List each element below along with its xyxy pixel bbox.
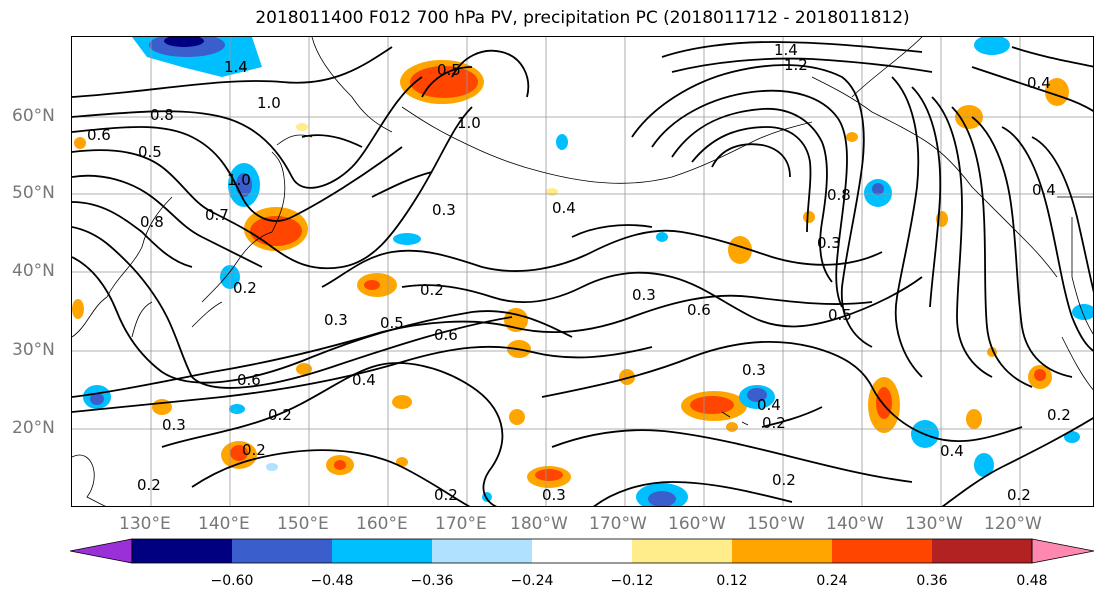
lat-label-50n: 50°N — [12, 183, 55, 203]
lon-label-150e: 150°E — [277, 514, 329, 534]
lon-label-170w: 170°W — [589, 514, 647, 534]
colorbar-segment — [632, 539, 732, 563]
colorbar-tick-label: −0.36 — [410, 573, 454, 589]
contour-label: 0.2 — [137, 476, 161, 494]
contour-label: 0.8 — [140, 213, 164, 231]
contour-label: 0.5 — [138, 143, 162, 161]
contour-label: 0.3 — [817, 234, 841, 252]
lon-label-130w: 130°W — [905, 514, 963, 534]
contour-label: 0.7 — [205, 206, 229, 224]
colorbar-tick-label: −0.60 — [210, 573, 254, 589]
contour-label: 1.2 — [784, 56, 808, 74]
contour-labels: 1.41.00.80.60.51.00.70.80.20.3 0.50.60.20… — [87, 41, 1071, 504]
lat-label-40n: 40°N — [12, 261, 55, 281]
map-canvas: 1.41.00.80.60.51.00.70.80.20.3 0.50.60.20… — [72, 37, 1093, 506]
lat-label-30n: 30°N — [12, 340, 55, 360]
contour-label: 0.3 — [742, 361, 766, 379]
contour-label: 0.8 — [150, 106, 174, 124]
contour-label: 0.2 — [772, 471, 796, 489]
contour-label: 0.4 — [757, 396, 781, 414]
contour-label: 1.4 — [224, 58, 248, 76]
contour-label: 0.4 — [1032, 181, 1056, 199]
colorbar-tick-label: 0.48 — [1016, 573, 1048, 589]
contour-label: 0.3 — [324, 311, 348, 329]
contour-label: 1.4 — [774, 41, 798, 59]
contour-label: 0.6 — [237, 371, 261, 389]
map-panel: 1.4 1.0 0.8 0.6 0.5 1.0 0.7 0.8 0.2 0.3 0.5 0.6 0.2 0… — [71, 36, 1094, 507]
contour-label: 1.0 — [457, 114, 481, 132]
lon-label-140w: 140°W — [826, 514, 884, 534]
contour-label: 0.3 — [162, 416, 186, 434]
contour-label: 0.8 — [827, 186, 851, 204]
contour-label: 0.4 — [352, 371, 376, 389]
colorbar-segment — [532, 539, 632, 563]
lat-label-20n: 20°N — [12, 418, 55, 438]
lat-label-60n: 60°N — [12, 106, 55, 126]
precip-negative-shading — [83, 37, 1093, 506]
contour-label: 0.3 — [632, 286, 656, 304]
contour-label: 0.3 — [432, 201, 456, 219]
colorbar-segment — [232, 539, 332, 563]
colorbar-segment — [132, 539, 232, 563]
contour-label: 0.5 — [828, 306, 852, 324]
colorbar-segment — [932, 539, 1032, 563]
colorbar-tick-label: −0.12 — [610, 573, 654, 589]
map-title: 2018011400 F012 700 hPa PV, precipitatio… — [255, 8, 910, 28]
lon-label-160e: 160°E — [356, 514, 408, 534]
graticule — [72, 37, 1093, 506]
lon-label-140e: 140°E — [198, 514, 250, 534]
contour-label: 1.0 — [257, 94, 281, 112]
contour-label: 0.4 — [940, 442, 964, 460]
colorbar-extend-high — [1031, 538, 1095, 564]
contour-label: 0.6 — [434, 326, 458, 344]
contour-label: 0.5 — [380, 314, 404, 332]
coastlines — [72, 37, 1093, 506]
contour-label: 0.2 — [233, 279, 257, 297]
lon-label-120w: 120°W — [984, 514, 1042, 534]
contour-label: 0.6 — [687, 301, 711, 319]
lon-label-150w: 150°W — [747, 514, 805, 534]
colorbar-tick-label: −0.24 — [510, 573, 554, 589]
colorbar-segment — [332, 539, 432, 563]
colorbar-segment — [732, 539, 832, 563]
colorbar-tick-label: −0.48 — [310, 573, 354, 589]
contour-label: 0.2 — [242, 441, 266, 459]
contour-label: 0.2 — [1007, 486, 1031, 504]
lon-label-160w: 160°W — [668, 514, 726, 534]
lon-label-180w: 180°W — [510, 514, 568, 534]
contour-label: 0.2 — [434, 486, 458, 504]
colorbar-extend-low — [70, 538, 133, 564]
colorbar — [70, 538, 1095, 564]
pv-contours — [72, 41, 1093, 506]
colorbar-segment — [432, 539, 532, 563]
contour-label: 0.5 — [437, 61, 461, 79]
contour-label: 0.4 — [1027, 74, 1051, 92]
contour-label: 0.2 — [762, 414, 786, 432]
colorbar-segment — [832, 539, 932, 563]
contour-label: 0.6 — [87, 126, 111, 144]
contour-label: 0.2 — [420, 281, 444, 299]
colorbar-segments — [70, 538, 1095, 564]
contour-label: 0.4 — [552, 199, 576, 217]
lon-label-130e: 130°E — [119, 514, 171, 534]
contour-label: 0.2 — [268, 406, 292, 424]
contour-label: 0.2 — [1047, 406, 1071, 424]
colorbar-tick-label: 0.36 — [916, 573, 948, 589]
contour-label: 1.0 — [227, 171, 251, 189]
contour-label: 0.3 — [542, 486, 566, 504]
lon-label-170e: 170°E — [435, 514, 487, 534]
colorbar-tick-label: 0.12 — [716, 573, 748, 589]
colorbar-tick-label: 0.24 — [816, 573, 848, 589]
